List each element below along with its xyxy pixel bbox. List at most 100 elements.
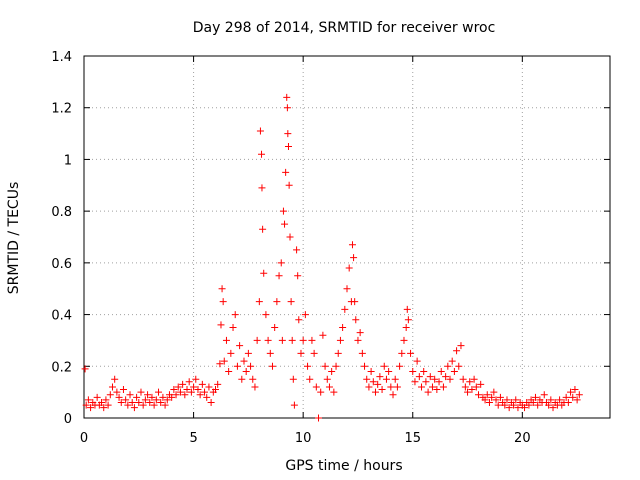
data-point (343, 285, 351, 293)
data-point (111, 375, 119, 383)
data-point (247, 362, 255, 370)
data-point (369, 378, 377, 386)
data-point (161, 401, 169, 409)
grid-layer (84, 56, 610, 418)
data-point (310, 349, 318, 357)
data-point (218, 285, 226, 293)
data-point (133, 393, 141, 401)
data-point (174, 383, 182, 391)
data-point (431, 375, 439, 383)
data-point (317, 388, 325, 396)
data-point (418, 383, 426, 391)
data-point (216, 360, 224, 368)
data-point (437, 367, 445, 375)
data-point (194, 386, 202, 394)
data-point (219, 298, 227, 306)
data-point (512, 396, 520, 404)
y-tick-label: 0.6 (51, 257, 72, 272)
data-point (492, 396, 500, 404)
data-point (442, 373, 450, 381)
data-point (253, 336, 261, 344)
data-point (503, 396, 511, 404)
data-point (293, 246, 301, 254)
data-point (376, 373, 384, 381)
data-point (251, 383, 259, 391)
data-point (122, 396, 130, 404)
data-point (488, 393, 496, 401)
data-point (288, 336, 296, 344)
data-point (398, 349, 406, 357)
data-point (139, 401, 147, 409)
chart-title: Day 298 of 2014, SRMTID for receiver wro… (193, 20, 496, 36)
data-point (255, 298, 263, 306)
data-point (529, 398, 537, 406)
data-point (457, 342, 465, 350)
data-point (420, 367, 428, 375)
data-point (217, 321, 225, 329)
data-point (481, 396, 489, 404)
data-point (258, 150, 266, 158)
data-point (404, 316, 412, 324)
data-point (281, 220, 289, 228)
data-point (102, 396, 110, 404)
data-point (141, 396, 149, 404)
data-point (439, 383, 447, 391)
data-point (459, 375, 467, 383)
data-point (354, 336, 362, 344)
data-point (259, 225, 267, 233)
data-point (201, 388, 209, 396)
data-point (448, 357, 456, 365)
data-point (321, 362, 329, 370)
data-point (119, 386, 127, 394)
data-point (385, 367, 393, 375)
data-point (87, 404, 95, 412)
data-point (100, 404, 108, 412)
data-point (244, 349, 252, 357)
data-point (283, 104, 291, 112)
x-tick-label: 10 (295, 431, 312, 446)
data-point (332, 362, 340, 370)
data-point (168, 393, 176, 401)
data-point (233, 362, 241, 370)
data-point (510, 401, 518, 409)
data-point (284, 143, 292, 150)
data-point (382, 375, 390, 383)
data-point (286, 233, 294, 241)
data-point (350, 254, 358, 262)
data-point (549, 404, 557, 412)
data-point (411, 378, 419, 386)
data-point (426, 373, 434, 381)
data-point (229, 324, 237, 331)
data-point (81, 365, 89, 373)
data-point (475, 391, 482, 399)
data-point (262, 311, 270, 319)
data-point (98, 398, 106, 406)
data-point (562, 393, 570, 401)
data-point (569, 393, 577, 401)
data-point (212, 386, 219, 394)
data-point (387, 383, 395, 391)
data-point (534, 401, 542, 409)
data-point (271, 324, 279, 331)
data-point (128, 398, 136, 406)
data-point (266, 349, 274, 357)
data-point (403, 305, 411, 313)
data-point (179, 380, 187, 388)
data-point (461, 383, 469, 391)
data-point (294, 272, 302, 280)
data-point (192, 375, 200, 383)
y-tick-label: 0.4 (51, 309, 72, 324)
data-point (407, 349, 415, 357)
data-point (258, 184, 266, 192)
data-point (275, 272, 283, 280)
data-point (402, 324, 410, 331)
data-point (380, 362, 388, 370)
data-point (472, 383, 480, 391)
y-tick-label: 1.2 (51, 102, 72, 117)
data-point (84, 396, 92, 404)
data-point (531, 393, 539, 401)
data-point (319, 331, 327, 339)
data-point (470, 375, 478, 383)
data-point (367, 367, 375, 375)
data-point (163, 396, 171, 404)
